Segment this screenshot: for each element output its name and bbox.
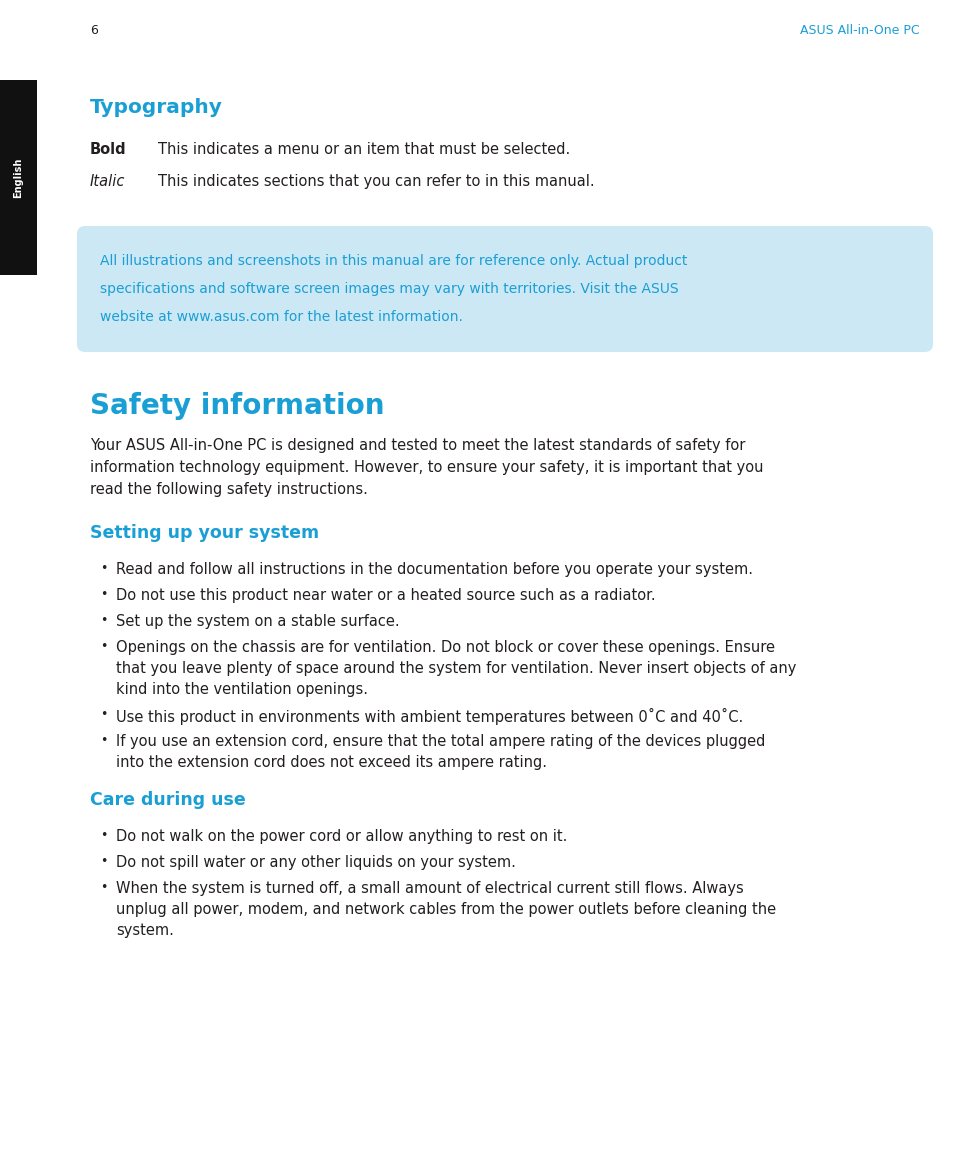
Text: Your ASUS All-in-One PC is designed and tested to meet the latest standards of s: Your ASUS All-in-One PC is designed and …	[90, 438, 744, 453]
Text: If you use an extension cord, ensure that the total ampere rating of the devices: If you use an extension cord, ensure tha…	[116, 733, 764, 748]
Text: •: •	[100, 829, 108, 842]
Text: Do not walk on the power cord or allow anything to rest on it.: Do not walk on the power cord or allow a…	[116, 829, 567, 844]
Text: •: •	[100, 733, 108, 747]
Text: Openings on the chassis are for ventilation. Do not block or cover these opening: Openings on the chassis are for ventilat…	[116, 640, 774, 655]
Text: Setting up your system: Setting up your system	[90, 524, 319, 542]
Text: that you leave plenty of space around the system for ventilation. Never insert o: that you leave plenty of space around th…	[116, 661, 796, 676]
Text: •: •	[100, 614, 108, 627]
Text: into the extension cord does not exceed its ampere rating.: into the extension cord does not exceed …	[116, 755, 546, 770]
Text: specifications and software screen images may vary with territories. Visit the A: specifications and software screen image…	[100, 282, 678, 296]
Text: This indicates a menu or an item that must be selected.: This indicates a menu or an item that mu…	[158, 142, 570, 157]
Text: Do not spill water or any other liquids on your system.: Do not spill water or any other liquids …	[116, 855, 516, 870]
Text: •: •	[100, 588, 108, 601]
Text: Read and follow all instructions in the documentation before you operate your sy: Read and follow all instructions in the …	[116, 562, 752, 578]
Text: system.: system.	[116, 923, 173, 938]
Text: Do not use this product near water or a heated source such as a radiator.: Do not use this product near water or a …	[116, 588, 655, 603]
Text: •: •	[100, 855, 108, 869]
Text: kind into the ventilation openings.: kind into the ventilation openings.	[116, 681, 368, 696]
Text: This indicates sections that you can refer to in this manual.: This indicates sections that you can ref…	[158, 174, 594, 189]
Text: Italic: Italic	[90, 174, 125, 189]
Text: •: •	[100, 881, 108, 894]
Text: Use this product in environments with ambient temperatures between 0˚C and 40˚C.: Use this product in environments with am…	[116, 708, 742, 725]
Text: •: •	[100, 708, 108, 721]
Text: Care during use: Care during use	[90, 791, 246, 808]
Text: Typography: Typography	[90, 98, 223, 117]
Text: All illustrations and screenshots in this manual are for reference only. Actual : All illustrations and screenshots in thi…	[100, 254, 687, 268]
Text: ASUS All-in-One PC: ASUS All-in-One PC	[800, 23, 919, 37]
FancyBboxPatch shape	[0, 80, 37, 275]
FancyBboxPatch shape	[77, 226, 932, 352]
Text: 6: 6	[90, 23, 98, 37]
Text: •: •	[100, 562, 108, 575]
Text: •: •	[100, 640, 108, 653]
Text: When the system is turned off, a small amount of electrical current still flows.: When the system is turned off, a small a…	[116, 881, 743, 896]
Text: website at www.asus.com for the latest information.: website at www.asus.com for the latest i…	[100, 310, 462, 325]
Text: Set up the system on a stable surface.: Set up the system on a stable surface.	[116, 614, 399, 629]
Text: Bold: Bold	[90, 142, 127, 157]
Text: read the following safety instructions.: read the following safety instructions.	[90, 482, 368, 497]
Text: information technology equipment. However, to ensure your safety, it is importan: information technology equipment. Howeve…	[90, 460, 762, 475]
Text: unplug all power, modem, and network cables from the power outlets before cleani: unplug all power, modem, and network cab…	[116, 902, 776, 917]
Text: Safety information: Safety information	[90, 392, 384, 420]
Text: English: English	[13, 157, 24, 198]
